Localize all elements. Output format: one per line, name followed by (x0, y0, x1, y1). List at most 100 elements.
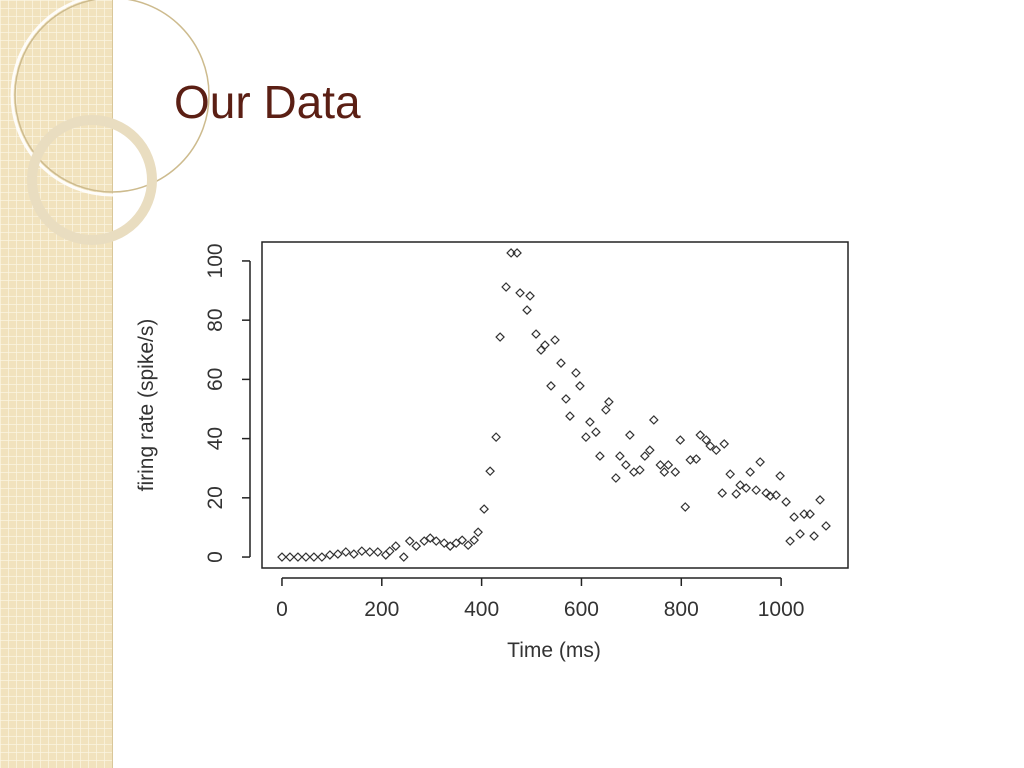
point (575, 381, 585, 391)
point (751, 485, 762, 495)
point (670, 467, 681, 477)
point (531, 329, 541, 339)
point (364, 547, 375, 557)
deco-circle (27, 115, 157, 245)
point (805, 509, 815, 519)
point (644, 445, 655, 456)
point (725, 469, 736, 479)
point (540, 340, 550, 350)
point (380, 550, 391, 560)
point (611, 473, 621, 483)
point (741, 483, 752, 493)
point (755, 457, 765, 467)
point (372, 547, 383, 557)
point (691, 454, 702, 464)
point (604, 397, 614, 407)
point (815, 495, 825, 505)
point (601, 405, 611, 415)
x-tick-label: 600 (564, 598, 599, 621)
point (333, 549, 343, 559)
point (675, 435, 686, 445)
point (655, 460, 666, 470)
point (565, 411, 575, 421)
slide-title: Our Data (174, 76, 361, 128)
y-tick-label: 80 (204, 308, 227, 331)
point (705, 441, 716, 451)
point (285, 552, 295, 562)
y-tick-label: 0 (204, 551, 227, 563)
point (348, 549, 359, 559)
point (550, 335, 560, 345)
x-tick-label: 0 (276, 598, 288, 621)
point (390, 541, 401, 551)
point (491, 432, 501, 442)
y-tick-label: 20 (204, 486, 227, 509)
point (701, 435, 712, 445)
x-tick-label: 800 (664, 598, 699, 621)
point (451, 538, 462, 548)
point (485, 466, 495, 477)
point (719, 439, 730, 449)
point (411, 541, 422, 551)
point (785, 536, 795, 546)
point (469, 535, 479, 546)
point (404, 536, 415, 546)
x-axis-label: Time (ms) (507, 639, 601, 662)
point (695, 430, 706, 440)
point (761, 488, 771, 498)
point (745, 467, 756, 477)
point (680, 502, 691, 512)
point (463, 540, 473, 551)
point (473, 527, 483, 538)
point (525, 291, 535, 301)
x-tick-label: 200 (364, 598, 399, 621)
y-tick-label: 40 (204, 427, 227, 450)
point (445, 541, 456, 551)
x-tick-label: 1000 (758, 598, 805, 621)
point (809, 531, 819, 541)
point (301, 552, 311, 562)
point (648, 415, 659, 425)
point (293, 552, 303, 562)
point (775, 471, 785, 481)
point (457, 535, 468, 546)
point (581, 432, 591, 442)
point (512, 248, 522, 258)
point (277, 552, 287, 562)
point (309, 552, 319, 562)
point (536, 345, 546, 355)
point (495, 332, 505, 342)
point (325, 550, 335, 560)
point (639, 451, 650, 461)
point (479, 504, 489, 514)
point (615, 451, 625, 461)
point (546, 381, 556, 391)
chart: Time (ms) firing rate (spike/s) 0 200 400 6… (135, 241, 849, 662)
y-tick-label: 60 (204, 368, 227, 391)
point (659, 467, 670, 477)
deco-circle (10, 0, 214, 197)
y-axis-label: firing rate (spike/s) (135, 319, 158, 492)
point (356, 546, 367, 556)
point (595, 451, 605, 461)
plot-frame (261, 241, 849, 569)
point (522, 305, 532, 315)
point (384, 546, 395, 556)
point (663, 460, 674, 470)
point (731, 489, 742, 499)
point (571, 368, 581, 378)
point (591, 427, 601, 437)
point (821, 521, 831, 531)
point (439, 538, 450, 548)
point (621, 460, 631, 470)
point (635, 465, 645, 475)
point (717, 488, 728, 498)
x-tick-label: 400 (464, 598, 499, 621)
point (431, 536, 442, 546)
y-tick-label: 100 (204, 243, 227, 278)
point (585, 417, 595, 427)
point (789, 512, 799, 522)
point (795, 529, 805, 539)
